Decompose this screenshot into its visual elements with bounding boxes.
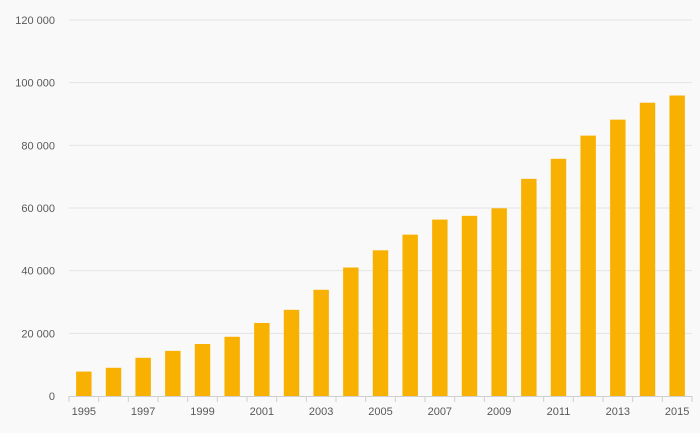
bar-2007 [432,219,448,396]
bar-2011 [550,158,567,396]
bar-2015 [669,95,685,396]
bar-2012 [580,135,596,396]
y-axis-labels: 0 20 000 40 000 60 000 80 000 100 000 120 000 [15,15,55,403]
bar-2001 [254,322,270,396]
x-tick-label: 2007 [428,406,452,418]
bar-1996 [105,367,122,396]
bar-2006 [402,234,418,396]
bar-2003 [313,289,329,396]
bar-1995 [76,371,92,396]
y-tick-label: 60 000 [21,203,55,215]
bar-2000 [224,336,240,396]
bar-1997 [135,357,151,396]
x-tick-label: 2011 [547,406,571,418]
bar-2002 [283,309,300,396]
x-tick-label: 1997 [131,406,155,418]
bar-1999 [194,343,211,396]
bar-2014 [639,102,656,396]
x-tick-label: 1995 [72,406,96,418]
y-tick-label: 120 000 [15,15,55,27]
x-tick-label: 2015 [665,406,689,418]
bar-1998 [165,350,181,396]
bar-2013 [610,119,626,396]
y-tick-label: 40 000 [21,266,55,278]
bar-2010 [521,178,537,396]
bar-2004 [343,267,359,396]
x-tick-label: 2013 [606,406,630,418]
x-axis: 1995 1997 1999 2001 2003 2005 2007 2009 2011 2013… [68,396,693,418]
x-tick-label: 2001 [250,406,274,418]
bar-2009 [491,208,507,396]
x-tick-label: 2009 [487,406,511,418]
y-tick-label: 0 [49,391,55,403]
bar-2008 [461,215,478,396]
x-tick-label: 1999 [190,406,214,418]
x-tick-label: 2003 [309,406,333,418]
y-tick-label: 80 000 [21,140,55,152]
x-tick-label: 2005 [368,406,392,418]
y-tick-label: 100 000 [15,78,55,90]
y-tick-label: 20 000 [21,328,55,340]
bars [76,95,685,396]
bar-2005 [372,250,389,396]
